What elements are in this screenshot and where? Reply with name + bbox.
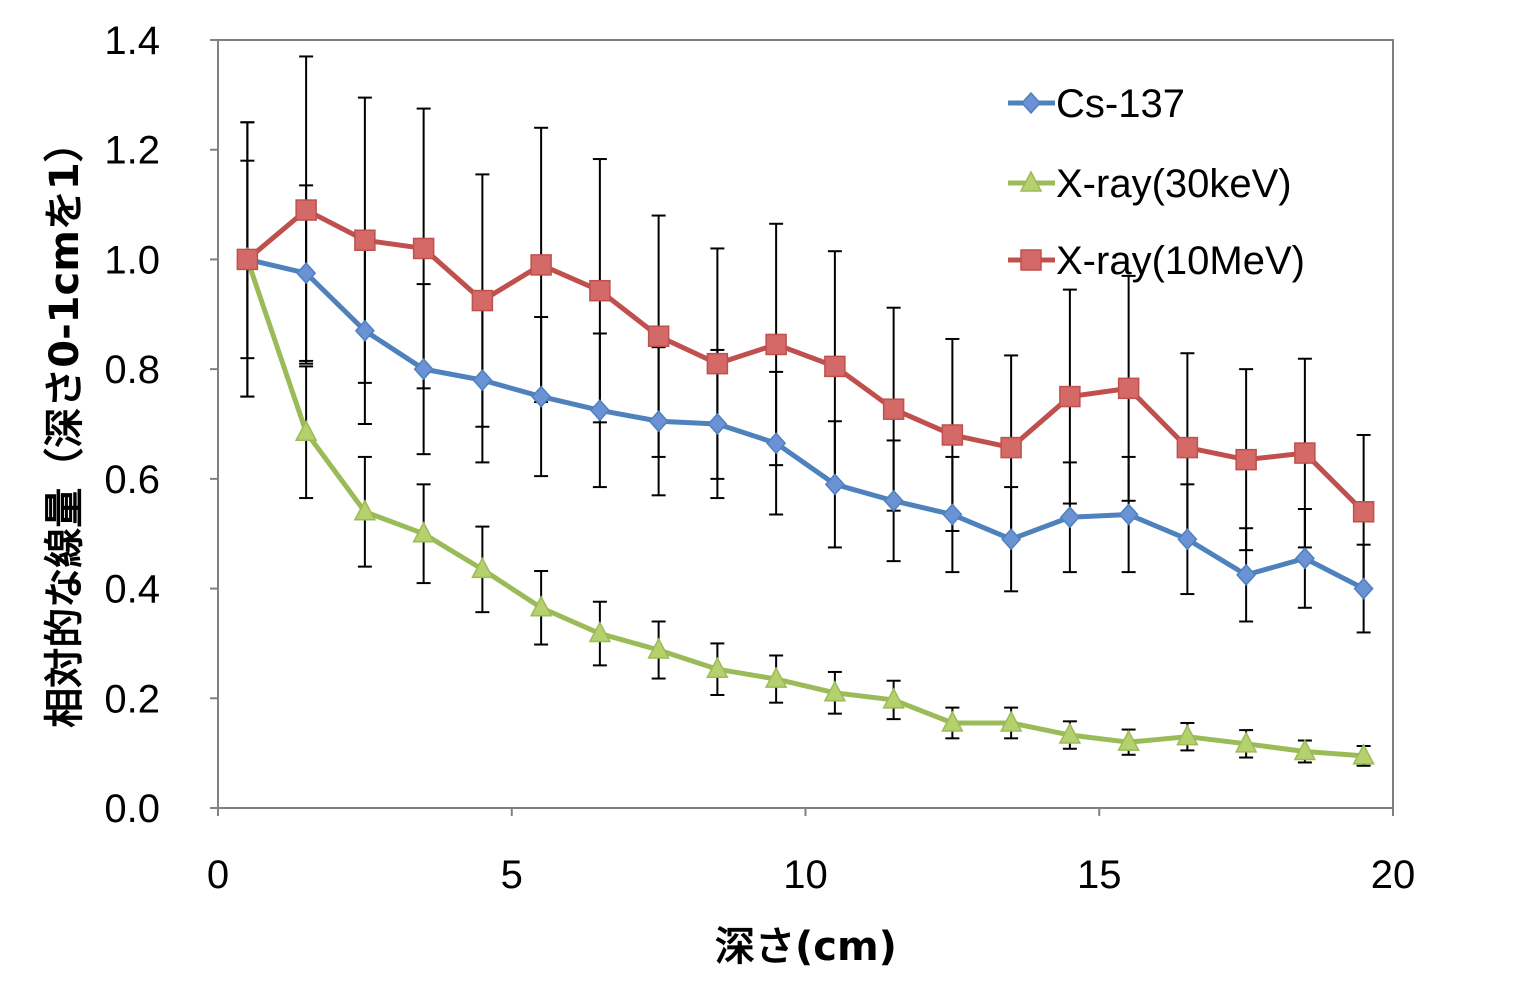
data-point-3 bbox=[1352, 501, 1375, 523]
data-point-2 bbox=[823, 680, 847, 702]
data-point-3 bbox=[1294, 442, 1316, 464]
data-point-3 bbox=[824, 355, 846, 378]
data-point-3 bbox=[236, 248, 259, 271]
y-tick-label: 0.0 bbox=[104, 787, 160, 831]
data-point-1 bbox=[1118, 503, 1139, 526]
y-tick-label: 0.8 bbox=[104, 348, 160, 392]
data-point-2 bbox=[294, 419, 318, 441]
data-point-2 bbox=[882, 687, 905, 709]
data-point-3 bbox=[1000, 436, 1022, 459]
data-point-1 bbox=[766, 432, 787, 455]
data-point-2 bbox=[1117, 729, 1140, 751]
data-point-2 bbox=[999, 710, 1023, 732]
data-point-1 bbox=[1059, 506, 1080, 529]
data-point-3 bbox=[941, 424, 964, 446]
legend-label-3: X-ray(10MeV) bbox=[1056, 239, 1305, 283]
data-point-3 bbox=[1059, 385, 1081, 408]
data-point-3 bbox=[706, 352, 729, 375]
data-point-1 bbox=[1353, 577, 1374, 600]
data-point-3 bbox=[589, 279, 611, 302]
y-tick-label: 0.6 bbox=[104, 458, 160, 502]
data-point-1 bbox=[1236, 563, 1257, 586]
data-point-3 bbox=[1176, 436, 1199, 459]
data-point-2 bbox=[941, 710, 964, 732]
data-point-3 bbox=[882, 398, 905, 420]
data-point-1 bbox=[824, 473, 845, 496]
y-axis-title: 相対的な線量（深さ0-1cmを1） bbox=[42, 122, 88, 728]
data-point-1 bbox=[942, 503, 963, 526]
data-point-3 bbox=[530, 254, 552, 276]
data-point-2 bbox=[471, 556, 494, 579]
data-point-2 bbox=[706, 656, 729, 678]
data-point-1 bbox=[531, 385, 552, 408]
data-point-1 bbox=[354, 319, 375, 342]
data-point-2 bbox=[764, 666, 788, 688]
data-point-3 bbox=[1117, 377, 1140, 400]
data-point-1 bbox=[1294, 547, 1315, 570]
legend-marker-2 bbox=[1019, 170, 1043, 192]
series-line-1 bbox=[246, 256, 1365, 591]
series-line-2 bbox=[245, 258, 1364, 759]
y-tick-label: 0.2 bbox=[104, 677, 160, 721]
data-point-2 bbox=[353, 499, 377, 521]
x-tick-label: 5 bbox=[501, 853, 523, 897]
y-tick-label: 1.4 bbox=[104, 19, 160, 63]
data-point-2 bbox=[1058, 722, 1082, 744]
data-point-2 bbox=[1352, 743, 1375, 765]
series-lines bbox=[245, 207, 1366, 759]
data-point-1 bbox=[472, 368, 493, 392]
data-point-1 bbox=[413, 358, 434, 381]
data-point-3 bbox=[412, 237, 435, 260]
x-tick-label: 15 bbox=[1077, 853, 1122, 897]
data-point-2 bbox=[647, 637, 670, 659]
data-point-1 bbox=[1001, 528, 1022, 551]
data-point-3 bbox=[354, 229, 376, 251]
data-point-3 bbox=[1235, 448, 1257, 471]
data-point-3 bbox=[647, 325, 670, 347]
legend-marker-3 bbox=[1020, 249, 1042, 271]
data-point-1 bbox=[296, 262, 317, 285]
x-tick-label: 20 bbox=[1371, 853, 1416, 897]
legend: Cs-137 X-ray(30keV) X-ray(10MeV) bbox=[1008, 82, 1305, 283]
series-markers bbox=[236, 199, 1375, 765]
data-point-1 bbox=[648, 410, 669, 433]
y-tick-label: 1.0 bbox=[104, 238, 160, 282]
data-point-1 bbox=[883, 489, 904, 512]
data-point-2 bbox=[1293, 738, 1317, 761]
data-point-2 bbox=[588, 620, 612, 643]
data-point-1 bbox=[1177, 528, 1198, 551]
data-point-2 bbox=[1176, 724, 1199, 746]
x-tick-label: 10 bbox=[783, 853, 828, 897]
plot-area-border bbox=[217, 39, 1394, 809]
legend-marker-1 bbox=[1020, 91, 1042, 115]
data-point-3 bbox=[471, 289, 494, 312]
data-point-2 bbox=[412, 521, 435, 543]
data-point-2 bbox=[529, 595, 553, 617]
axes bbox=[210, 39, 1394, 816]
x-tick-label: 0 bbox=[207, 853, 229, 897]
y-tick-label: 1.2 bbox=[104, 129, 160, 173]
data-point-2 bbox=[1234, 731, 1258, 753]
legend-label-2: X-ray(30keV) bbox=[1056, 162, 1292, 206]
tick-labels: 0.0 0.2 0.4 0.6 0.8 1.0 1.2 1.4 0 5 10 15 20 bbox=[104, 19, 1415, 897]
data-point-1 bbox=[707, 412, 728, 436]
data-point-3 bbox=[295, 199, 317, 221]
y-tick-label: 0.4 bbox=[104, 568, 160, 612]
data-point-1 bbox=[589, 399, 610, 422]
data-point-3 bbox=[765, 333, 787, 356]
x-axis-title: 深さ(cm) bbox=[715, 924, 897, 970]
legend-label-1: Cs-137 bbox=[1056, 82, 1185, 126]
